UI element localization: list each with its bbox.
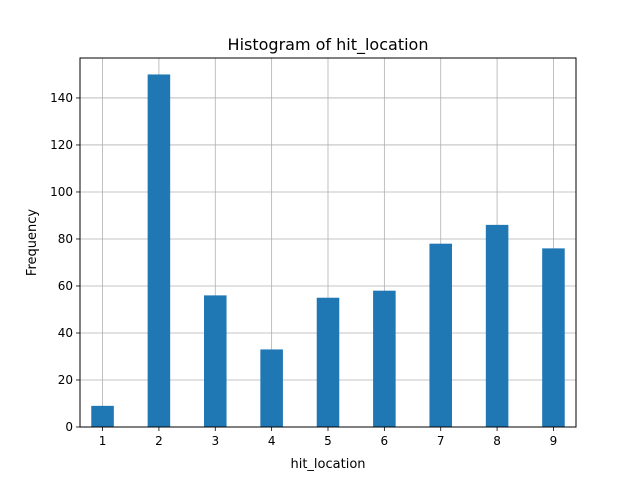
bar-layer: [91, 74, 565, 427]
x-tick-label: 1: [99, 434, 107, 448]
histogram-bar: [147, 74, 171, 427]
histogram-bar: [204, 295, 227, 427]
tick-layer: 1 2 3 4 5 6 7 8 9 0 20 40 60 80 100 120 140: [50, 91, 557, 448]
y-tick-label: 80: [58, 232, 73, 246]
y-tick-label: 120: [50, 138, 73, 152]
y-tick-label: 100: [50, 185, 73, 199]
histogram-bar: [373, 290, 396, 427]
x-tick-label: 9: [550, 434, 558, 448]
histogram-bar: [485, 224, 509, 427]
x-axis-label: hit_location: [290, 457, 365, 472]
histogram-bar: [542, 248, 565, 427]
y-axis-label: Frequency: [25, 209, 40, 276]
x-tick-label: 8: [493, 434, 501, 448]
x-tick-label: 2: [155, 434, 163, 448]
y-tick-label: 0: [65, 420, 73, 434]
y-tick-label: 140: [50, 91, 73, 105]
x-tick-label: 7: [437, 434, 445, 448]
y-tick-label: 60: [58, 279, 73, 293]
chart-title: Histogram of hit_location: [228, 35, 429, 55]
histogram-bar: [429, 243, 452, 427]
x-tick-label: 6: [381, 434, 389, 448]
y-tick-label: 20: [58, 373, 73, 387]
x-tick-label: 4: [268, 434, 276, 448]
histogram-bar: [91, 405, 114, 427]
x-tick-label: 3: [211, 434, 219, 448]
histogram-bar: [260, 349, 283, 427]
y-tick-label: 40: [58, 326, 73, 340]
x-tick-label: 5: [324, 434, 332, 448]
histogram-bar: [316, 297, 340, 427]
